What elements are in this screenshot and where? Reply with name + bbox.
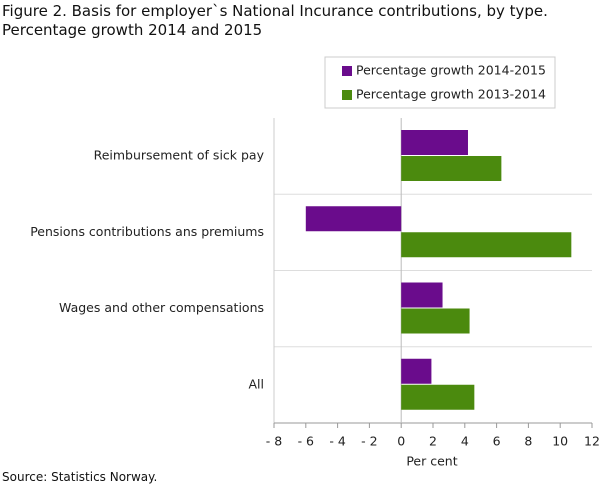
bar (401, 156, 502, 181)
x-tick-label: 6 (493, 434, 501, 449)
bar (305, 206, 402, 232)
x-tick-label: 4 (461, 434, 469, 449)
x-tick-label: 0 (397, 434, 405, 449)
y-tick-label: All (249, 376, 265, 391)
x-tick-label: 8 (524, 434, 532, 449)
x-tick-label: 2 (429, 434, 437, 449)
bar (401, 130, 468, 155)
bar (401, 358, 432, 384)
bar (401, 308, 470, 334)
legend-label: Percentage growth 2014-2015 (356, 63, 546, 78)
y-tick-label: Reimbursement of sick pay (94, 148, 265, 163)
y-tick-label: Pensions contributions ans premiums (30, 224, 264, 239)
chart-title: Figure 2. Basis for employer`s National … (2, 2, 548, 39)
bar (401, 232, 572, 258)
bar (401, 282, 443, 308)
bar (401, 384, 475, 410)
x-tick-label: 10 (552, 434, 568, 449)
x-tick-label: - 6 (298, 434, 314, 449)
x-tick-label: 12 (584, 434, 600, 449)
source-note: Source: Statistics Norway. (2, 470, 158, 484)
legend-box (324, 56, 556, 109)
x-tick-label: - 8 (266, 434, 282, 449)
legend-label: Percentage growth 2013-2014 (356, 87, 546, 102)
x-tick-label: - 2 (361, 434, 377, 449)
x-tick-label: - 4 (329, 434, 345, 449)
x-axis-label: Per cent (406, 454, 457, 469)
y-tick-label: Wages and other compensations (59, 300, 264, 315)
legend-swatch (342, 90, 352, 100)
legend-swatch (342, 66, 352, 76)
